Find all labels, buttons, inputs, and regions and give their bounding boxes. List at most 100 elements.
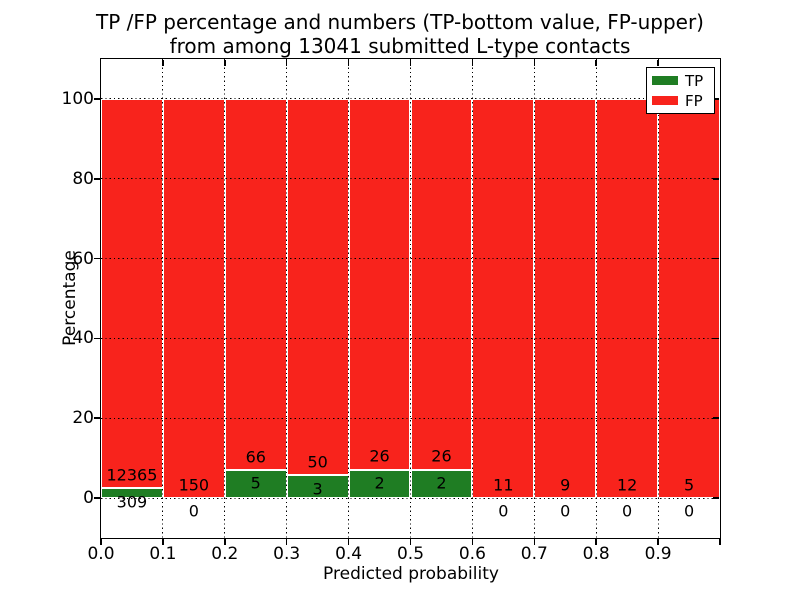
x-tick-label: 0.0 (87, 544, 115, 564)
bar-segment-fp (534, 98, 597, 499)
y-tick-mark-right (713, 337, 719, 340)
x-tick-mark-top (533, 60, 536, 66)
chart-title-line2: from among 13041 submitted L-type contac… (169, 34, 631, 58)
legend-swatch-tp-icon (652, 76, 678, 85)
bar-segment-fp (286, 98, 349, 476)
tp-count-label: 3 (312, 479, 323, 499)
vertical-gridline (410, 59, 411, 538)
bar-segment-fp (101, 98, 163, 489)
x-tick-mark (533, 539, 536, 545)
fp-count-label: 26 (369, 446, 390, 466)
y-tick-label: 0 (83, 488, 94, 509)
bar-segment-fp (348, 98, 411, 470)
y-tick-label: 60 (72, 248, 94, 269)
vertical-gridline (162, 59, 164, 538)
y-tick-mark (94, 497, 100, 499)
bar-segment-tp (224, 469, 287, 499)
x-tick-mark (224, 539, 226, 545)
tp-count-label: 0 (188, 501, 199, 521)
x-tick-label: 0.6 (458, 544, 486, 564)
fp-count-label: 150 (178, 475, 210, 495)
x-tick-mark (471, 539, 474, 545)
x-tick-mark-top (471, 60, 474, 66)
vertical-gridline (286, 59, 288, 538)
y-tick-mark (94, 257, 100, 260)
vertical-gridline (348, 59, 350, 538)
fp-count-label: 11 (493, 475, 514, 495)
fp-count-label: 5 (683, 475, 695, 495)
x-tick-label: 0.7 (520, 544, 548, 564)
y-tick-mark-right (713, 497, 719, 499)
x-tick-label: 0.4 (335, 544, 363, 564)
x-tick-mark-top (347, 60, 350, 66)
y-tick-mark (94, 177, 100, 180)
x-tick-mark-top (162, 60, 164, 66)
tp-count-label: 309 (116, 492, 148, 512)
x-tick-mark (595, 539, 597, 545)
bar-segment-fp (162, 98, 225, 499)
horizontal-gridline (101, 497, 720, 499)
bar-segment-fp (658, 98, 720, 499)
horizontal-gridline (101, 258, 720, 260)
bar-segment-fp (472, 98, 535, 499)
horizontal-gridline (101, 98, 720, 100)
legend-label-fp: FP (685, 91, 703, 110)
y-tick-mark (94, 417, 100, 420)
x-axis-label: Predicted probability (323, 564, 499, 584)
legend: TP FP (646, 67, 715, 114)
x-tick-mark (162, 539, 164, 545)
x-tick-label: 0.5 (396, 544, 425, 564)
horizontal-gridline (101, 337, 720, 339)
x-tick-mark (100, 539, 102, 545)
tp-count-label: 5 (250, 473, 261, 493)
legend-item-tp: TP (652, 73, 709, 89)
bar-segment-fp (224, 98, 287, 470)
y-tick-mark-right (713, 98, 719, 100)
x-tick-mark (347, 539, 350, 545)
vertical-gridline (471, 59, 473, 538)
y-tick-label: 20 (72, 408, 94, 429)
tp-count-label: 0 (498, 501, 509, 521)
x-tick-mark (285, 539, 288, 545)
x-tick-mark-top (285, 60, 288, 66)
x-tick-mark (409, 539, 412, 545)
tp-count-label: 0 (560, 501, 571, 521)
y-tick-mark-right (713, 257, 719, 260)
legend-item-fp: FP (652, 93, 709, 109)
x-tick-label: 0.3 (273, 544, 301, 564)
fp-count-label: 66 (245, 447, 266, 467)
tp-count-label: 0 (622, 501, 633, 521)
y-tick-mark (94, 337, 100, 340)
x-tick-mark-top (595, 60, 597, 66)
horizontal-gridline (101, 178, 720, 180)
x-tick-mark-top (409, 60, 412, 66)
vertical-gridline (657, 59, 659, 538)
legend-label-tp: TP (685, 71, 704, 90)
tp-count-label: 0 (683, 501, 695, 521)
legend-swatch-fp-icon (652, 96, 678, 105)
x-tick-label: 0.8 (582, 544, 610, 564)
y-tick-label: 80 (72, 168, 94, 189)
x-tick-mark (719, 539, 721, 545)
vertical-gridline (224, 59, 226, 538)
fp-count-label: 12 (616, 475, 638, 495)
y-tick-mark-right (713, 177, 719, 180)
y-tick-label: 100 (61, 88, 94, 109)
x-tick-label: 0.9 (644, 544, 672, 564)
fp-count-label: 26 (431, 446, 452, 466)
bar-segment-fp (410, 98, 473, 470)
x-tick-label: 0.1 (149, 544, 177, 564)
bar-segment-fp (596, 98, 659, 499)
fp-count-label: 50 (307, 452, 328, 472)
x-tick-label: 0.2 (211, 544, 239, 564)
x-tick-mark (657, 539, 659, 545)
chart-title-line1: TP /FP percentage and numbers (TP-bottom… (96, 10, 704, 34)
y-tick-mark-right (713, 417, 719, 420)
y-tick-mark (94, 98, 100, 100)
bar-segment-tp (348, 469, 411, 499)
x-tick-mark-top (224, 60, 226, 66)
fp-count-label: 12365 (106, 465, 158, 485)
vertical-gridline (595, 59, 597, 538)
tp-count-label: 2 (374, 473, 385, 493)
